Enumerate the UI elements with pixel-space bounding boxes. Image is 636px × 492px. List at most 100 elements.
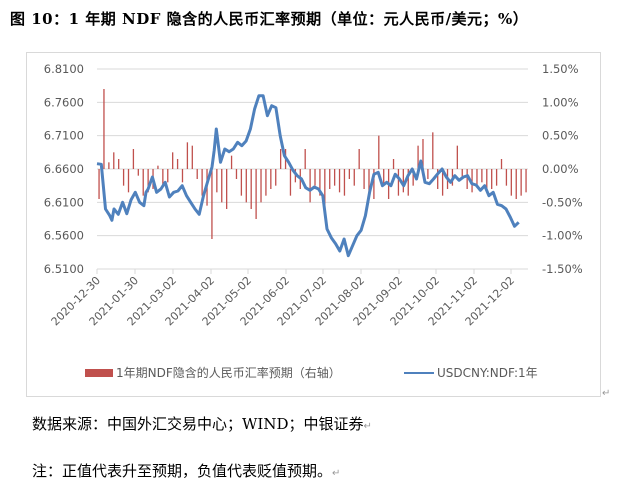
bar [505, 169, 508, 186]
bar [417, 145, 419, 169]
bar [122, 169, 125, 186]
paragraph-mark-icon: ↵ [363, 421, 372, 432]
bar [240, 169, 243, 196]
bar [402, 169, 404, 193]
bar [412, 169, 414, 186]
legend-item-line: USDCNY:NDF:1年 [404, 364, 538, 381]
footnote: 注：正值代表升至预期，负值代表贬值预期。↵ [32, 460, 340, 481]
bar [108, 162, 110, 169]
bar [324, 169, 326, 206]
bar [441, 169, 444, 196]
bar [510, 169, 512, 196]
bar [495, 169, 498, 186]
bar [338, 169, 341, 193]
bar [407, 169, 409, 196]
bar [186, 142, 189, 169]
bar [314, 169, 316, 186]
legend-swatch-line-icon [404, 371, 434, 374]
left-axis-tick: 6.7100 [44, 129, 84, 143]
bar [142, 169, 144, 196]
bar [157, 165, 159, 169]
bar [319, 169, 321, 196]
bar [132, 149, 135, 169]
right-axis-tick: -1.50% [542, 262, 583, 276]
bar [270, 169, 272, 189]
bar [255, 169, 257, 219]
left-axis-tick: 6.7600 [44, 95, 84, 109]
bar [181, 169, 184, 183]
bar [226, 169, 228, 209]
bar [127, 169, 130, 193]
bar [147, 169, 149, 193]
bar [304, 149, 306, 169]
right-axis-tick: -0.50% [542, 195, 583, 209]
bar [383, 169, 385, 186]
figure-title: 图 10：1 年期 NDF 隐含的人民币汇率预期（单位：元人民币/美元；%） [10, 10, 529, 28]
chart-plot: 6.8100 1.50% 6.7600 1.00% 6.7100 0.50% 6.6600 0… [44, 62, 583, 328]
bar [221, 169, 223, 203]
bar [309, 169, 311, 203]
bar [230, 155, 233, 169]
bar [353, 169, 355, 186]
chart-frame [26, 52, 601, 397]
bar [525, 169, 527, 193]
bar [422, 139, 424, 169]
left-axis-tick: 6.6100 [44, 195, 84, 209]
bar [437, 169, 439, 189]
bar [486, 169, 488, 193]
bar [515, 169, 517, 199]
bar [466, 169, 468, 189]
bar [456, 145, 458, 169]
bar [172, 152, 174, 169]
bar [461, 169, 463, 179]
bar [432, 132, 434, 169]
bar [348, 169, 351, 179]
bar [176, 159, 179, 169]
bar [397, 169, 400, 196]
right-axis-tick: -1.00% [542, 229, 583, 243]
left-axis-tick: 6.5100 [44, 262, 84, 276]
bar [245, 169, 247, 203]
bar [392, 159, 395, 169]
left-axis-tick: 6.5600 [44, 229, 84, 243]
bar [196, 169, 198, 179]
bar [279, 149, 282, 169]
right-axis-tick: 1.50% [542, 62, 579, 76]
bar [471, 169, 473, 193]
bar [363, 169, 365, 189]
source-text: 数据来源：中国外汇交易中心；WIND；中银证券 [32, 415, 364, 433]
left-axis-tick: 6.6600 [44, 162, 84, 176]
paragraph-mark-icon: ↵ [332, 468, 341, 479]
bar [333, 169, 336, 186]
bar [103, 89, 105, 169]
right-axis-tick: 0.50% [542, 129, 579, 143]
bar [427, 169, 429, 179]
bar [358, 149, 360, 169]
bar [98, 169, 100, 199]
bar [167, 169, 169, 183]
bar [520, 169, 522, 196]
footnote-text: 注：正值代表升至预期，负值代表贬值预期。 [32, 462, 333, 480]
legend-label-line: USDCNY:NDF:1年 [437, 366, 538, 380]
bar [137, 169, 139, 176]
bar [275, 169, 277, 186]
bar [378, 135, 380, 169]
bar [491, 169, 493, 189]
bar [216, 169, 218, 193]
bar [343, 169, 346, 196]
bar [201, 169, 203, 196]
bar [235, 169, 238, 179]
left-axis-tick: 6.8100 [44, 62, 84, 76]
right-axis-tick: 0.00% [542, 162, 579, 176]
source-note: 数据来源：中国外汇交易中心；WIND；中银证券↵ [32, 413, 372, 434]
bar [481, 169, 483, 183]
bar [476, 169, 478, 186]
right-axis-tick: 1.00% [542, 95, 579, 109]
bar [191, 145, 193, 169]
bar [162, 169, 164, 186]
legend-item-bar: 1年期NDF隐含的人民币汇率预期（右轴） [85, 364, 341, 381]
bar [373, 169, 375, 199]
bar [118, 159, 120, 169]
bar [260, 169, 262, 203]
bar [113, 152, 115, 169]
